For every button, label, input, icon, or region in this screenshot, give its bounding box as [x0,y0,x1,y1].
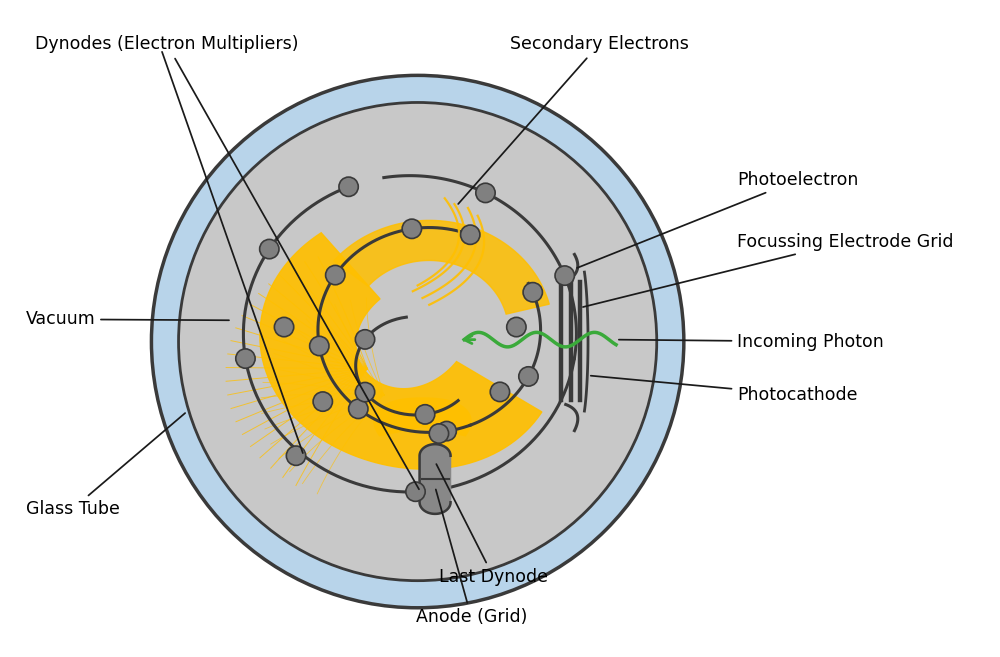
Text: Photocathode: Photocathode [591,376,858,404]
Circle shape [313,392,332,411]
Polygon shape [420,444,451,514]
Circle shape [406,482,425,501]
Circle shape [355,330,375,349]
Text: Focussing Electrode Grid: Focussing Electrode Grid [583,233,954,307]
Circle shape [519,367,538,386]
Polygon shape [334,220,549,314]
Text: Secondary Electrons: Secondary Electrons [458,35,688,204]
Circle shape [555,266,574,285]
Circle shape [523,283,542,302]
Text: Photoelectron: Photoelectron [577,171,858,268]
Circle shape [476,183,495,202]
Text: Anode (Grid): Anode (Grid) [416,489,527,627]
Circle shape [274,317,294,337]
Circle shape [415,405,435,424]
Circle shape [490,382,510,401]
Circle shape [326,265,345,284]
Circle shape [402,219,422,238]
Circle shape [429,424,449,443]
Polygon shape [260,233,542,469]
Circle shape [437,421,456,441]
Circle shape [461,225,480,244]
Polygon shape [374,398,471,436]
Circle shape [507,317,526,337]
Text: Incoming Photon: Incoming Photon [619,332,884,351]
Text: Last Dynode: Last Dynode [436,464,548,586]
Circle shape [355,382,375,402]
Circle shape [286,446,306,465]
Circle shape [310,336,329,355]
Circle shape [236,349,255,368]
Ellipse shape [179,102,657,581]
Text: Dynodes (Electron Multipliers): Dynodes (Electron Multipliers) [35,35,419,489]
Text: Glass Tube: Glass Tube [26,413,185,518]
Text: Vacuum: Vacuum [26,310,229,328]
Circle shape [349,399,368,419]
Circle shape [339,177,358,196]
Circle shape [260,239,279,259]
Ellipse shape [151,76,684,608]
